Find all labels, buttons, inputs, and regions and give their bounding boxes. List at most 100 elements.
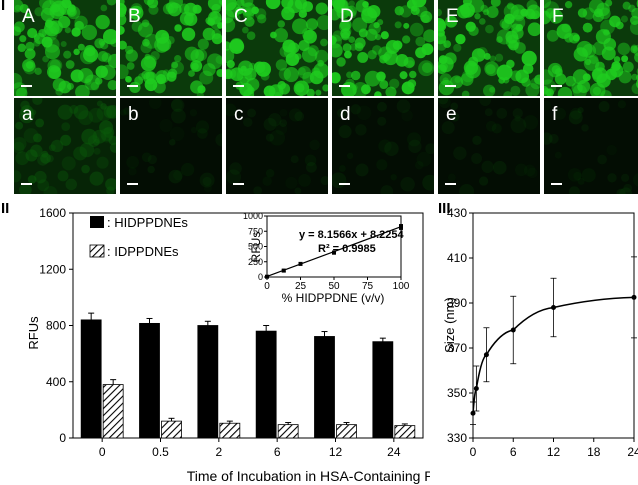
fluorescent-spot: [81, 128, 98, 145]
fluorescent-spot: [95, 14, 110, 30]
fluorescent-spot: [577, 107, 584, 114]
fluorescent-spot: [217, 22, 222, 29]
fluorescent-spot: [460, 72, 474, 86]
fluorescent-spot: [372, 45, 382, 55]
fluorescent-spot: [471, 48, 486, 62]
micrograph-bottom-b: b: [120, 98, 222, 194]
fluorescent-spot: [581, 124, 589, 132]
fluorescent-spot: [120, 64, 129, 80]
fluorescent-spot: [226, 169, 242, 185]
fluorescent-spot: [527, 22, 540, 37]
micrograph-bottom-e: e: [438, 98, 540, 194]
fluorescent-spot: [400, 176, 415, 192]
fluorescent-spot: [588, 0, 605, 14]
fluorescent-spot: [298, 173, 312, 187]
fluorescent-spot: [34, 7, 44, 17]
fluorescent-spot: [188, 70, 195, 77]
fluorescent-spot: [143, 71, 157, 85]
inset-r2: R² = 0.9985: [318, 243, 376, 255]
inset-xtick-label: 50: [328, 281, 340, 292]
fluorescent-spot: [301, 47, 318, 63]
inset-ytick-label: 750: [248, 226, 263, 236]
fluorescent-spot: [88, 107, 104, 123]
fluorescent-spot: [525, 83, 540, 96]
fluorescent-spot: [202, 27, 216, 41]
fluorescent-spot: [106, 0, 116, 6]
fluorescent-spot: [607, 173, 617, 183]
fluorescent-spot: [365, 28, 378, 41]
fluorescent-spot: [100, 103, 107, 110]
inset-xtick-label: 100: [393, 281, 410, 292]
panel-label-I: I: [1, 0, 6, 14]
fluorescent-spot: [378, 139, 392, 153]
fluorescent-spot: [332, 72, 341, 84]
fluorescent-spot: [44, 20, 60, 37]
fluorescent-spot: [630, 45, 638, 54]
fluorescent-spot: [490, 0, 501, 7]
micrograph-letter: f: [552, 104, 558, 125]
fluorescent-spot: [294, 111, 305, 122]
fluorescent-spot: [293, 80, 310, 96]
fluorescent-spot: [379, 79, 389, 90]
fluorescent-spot: [357, 51, 369, 63]
fluorescent-spot: [350, 70, 361, 81]
fluorescent-spot: [477, 47, 488, 58]
inset-point: [399, 224, 403, 229]
fluorescent-spot: [617, 42, 631, 56]
fluorescent-spot: [262, 176, 272, 186]
fluorescent-spot: [265, 133, 274, 142]
fluorescent-spot: [73, 104, 89, 120]
fluorescent-spot: [52, 78, 66, 92]
fluorescent-spot: [483, 52, 491, 60]
fluorescent-spot: [421, 62, 433, 74]
fluorescent-spot: [199, 172, 215, 188]
fluorescent-spot: [462, 0, 472, 7]
fluorescent-spot: [20, 105, 34, 119]
fluorescent-spot: [283, 66, 299, 83]
fluorescent-spot: [438, 64, 447, 75]
fluorescent-spot: [472, 135, 482, 146]
fluorescent-spot: [156, 73, 167, 85]
inset-point: [281, 268, 286, 273]
fluorescent-spot: [95, 77, 103, 85]
fluorescent-spot: [315, 89, 322, 96]
inset-xlabel: % HIDPPDNE (v/v): [282, 291, 385, 305]
inset-xtick-label: 25: [295, 281, 307, 292]
size-point: [551, 305, 556, 310]
fluorescent-spot: [142, 38, 150, 47]
fluorescent-spot: [577, 177, 585, 185]
bar-ytick-label: 1600: [39, 206, 66, 220]
fluorescent-spot: [609, 15, 621, 28]
fluorescent-spot: [526, 0, 538, 11]
fluorescent-spot: [316, 15, 328, 31]
fluorescent-spot: [389, 78, 400, 89]
fluorescent-spot: [348, 0, 355, 7]
fluorescent-spot: [288, 108, 303, 122]
fluorescent-spot: [263, 117, 277, 131]
fluorescent-spot: [154, 37, 170, 53]
bar-idppdnes: [277, 424, 299, 439]
fluorescent-spot: [147, 0, 159, 9]
fluorescent-spot: [243, 117, 253, 127]
fluorescent-spot: [150, 50, 160, 61]
bar-hidppdnes: [197, 325, 219, 439]
fluorescent-spot: [523, 164, 536, 177]
fluorescent-spot: [380, 31, 389, 40]
fluorescent-spot: [277, 20, 286, 28]
inset-ytick-label: 1000: [243, 211, 263, 221]
fluorescent-spot: [226, 103, 237, 117]
fluorescent-spot: [492, 160, 507, 175]
bar-ylabel: RFUs: [26, 316, 41, 350]
fluorescent-spot: [447, 173, 456, 182]
fluorescent-spot: [108, 135, 116, 146]
fluorescent-spot: [495, 53, 504, 62]
fluorescent-spot: [30, 144, 43, 158]
fluorescent-spot: [269, 130, 286, 146]
fluorescent-spot: [14, 141, 25, 154]
fluorescent-spot: [306, 88, 315, 96]
fluorescent-spot: [390, 173, 397, 181]
fluorescent-spot: [39, 0, 52, 9]
fluorescent-spot: [613, 56, 621, 63]
fluorescent-spot: [243, 89, 255, 96]
micrograph-top-E: E: [438, 0, 540, 96]
